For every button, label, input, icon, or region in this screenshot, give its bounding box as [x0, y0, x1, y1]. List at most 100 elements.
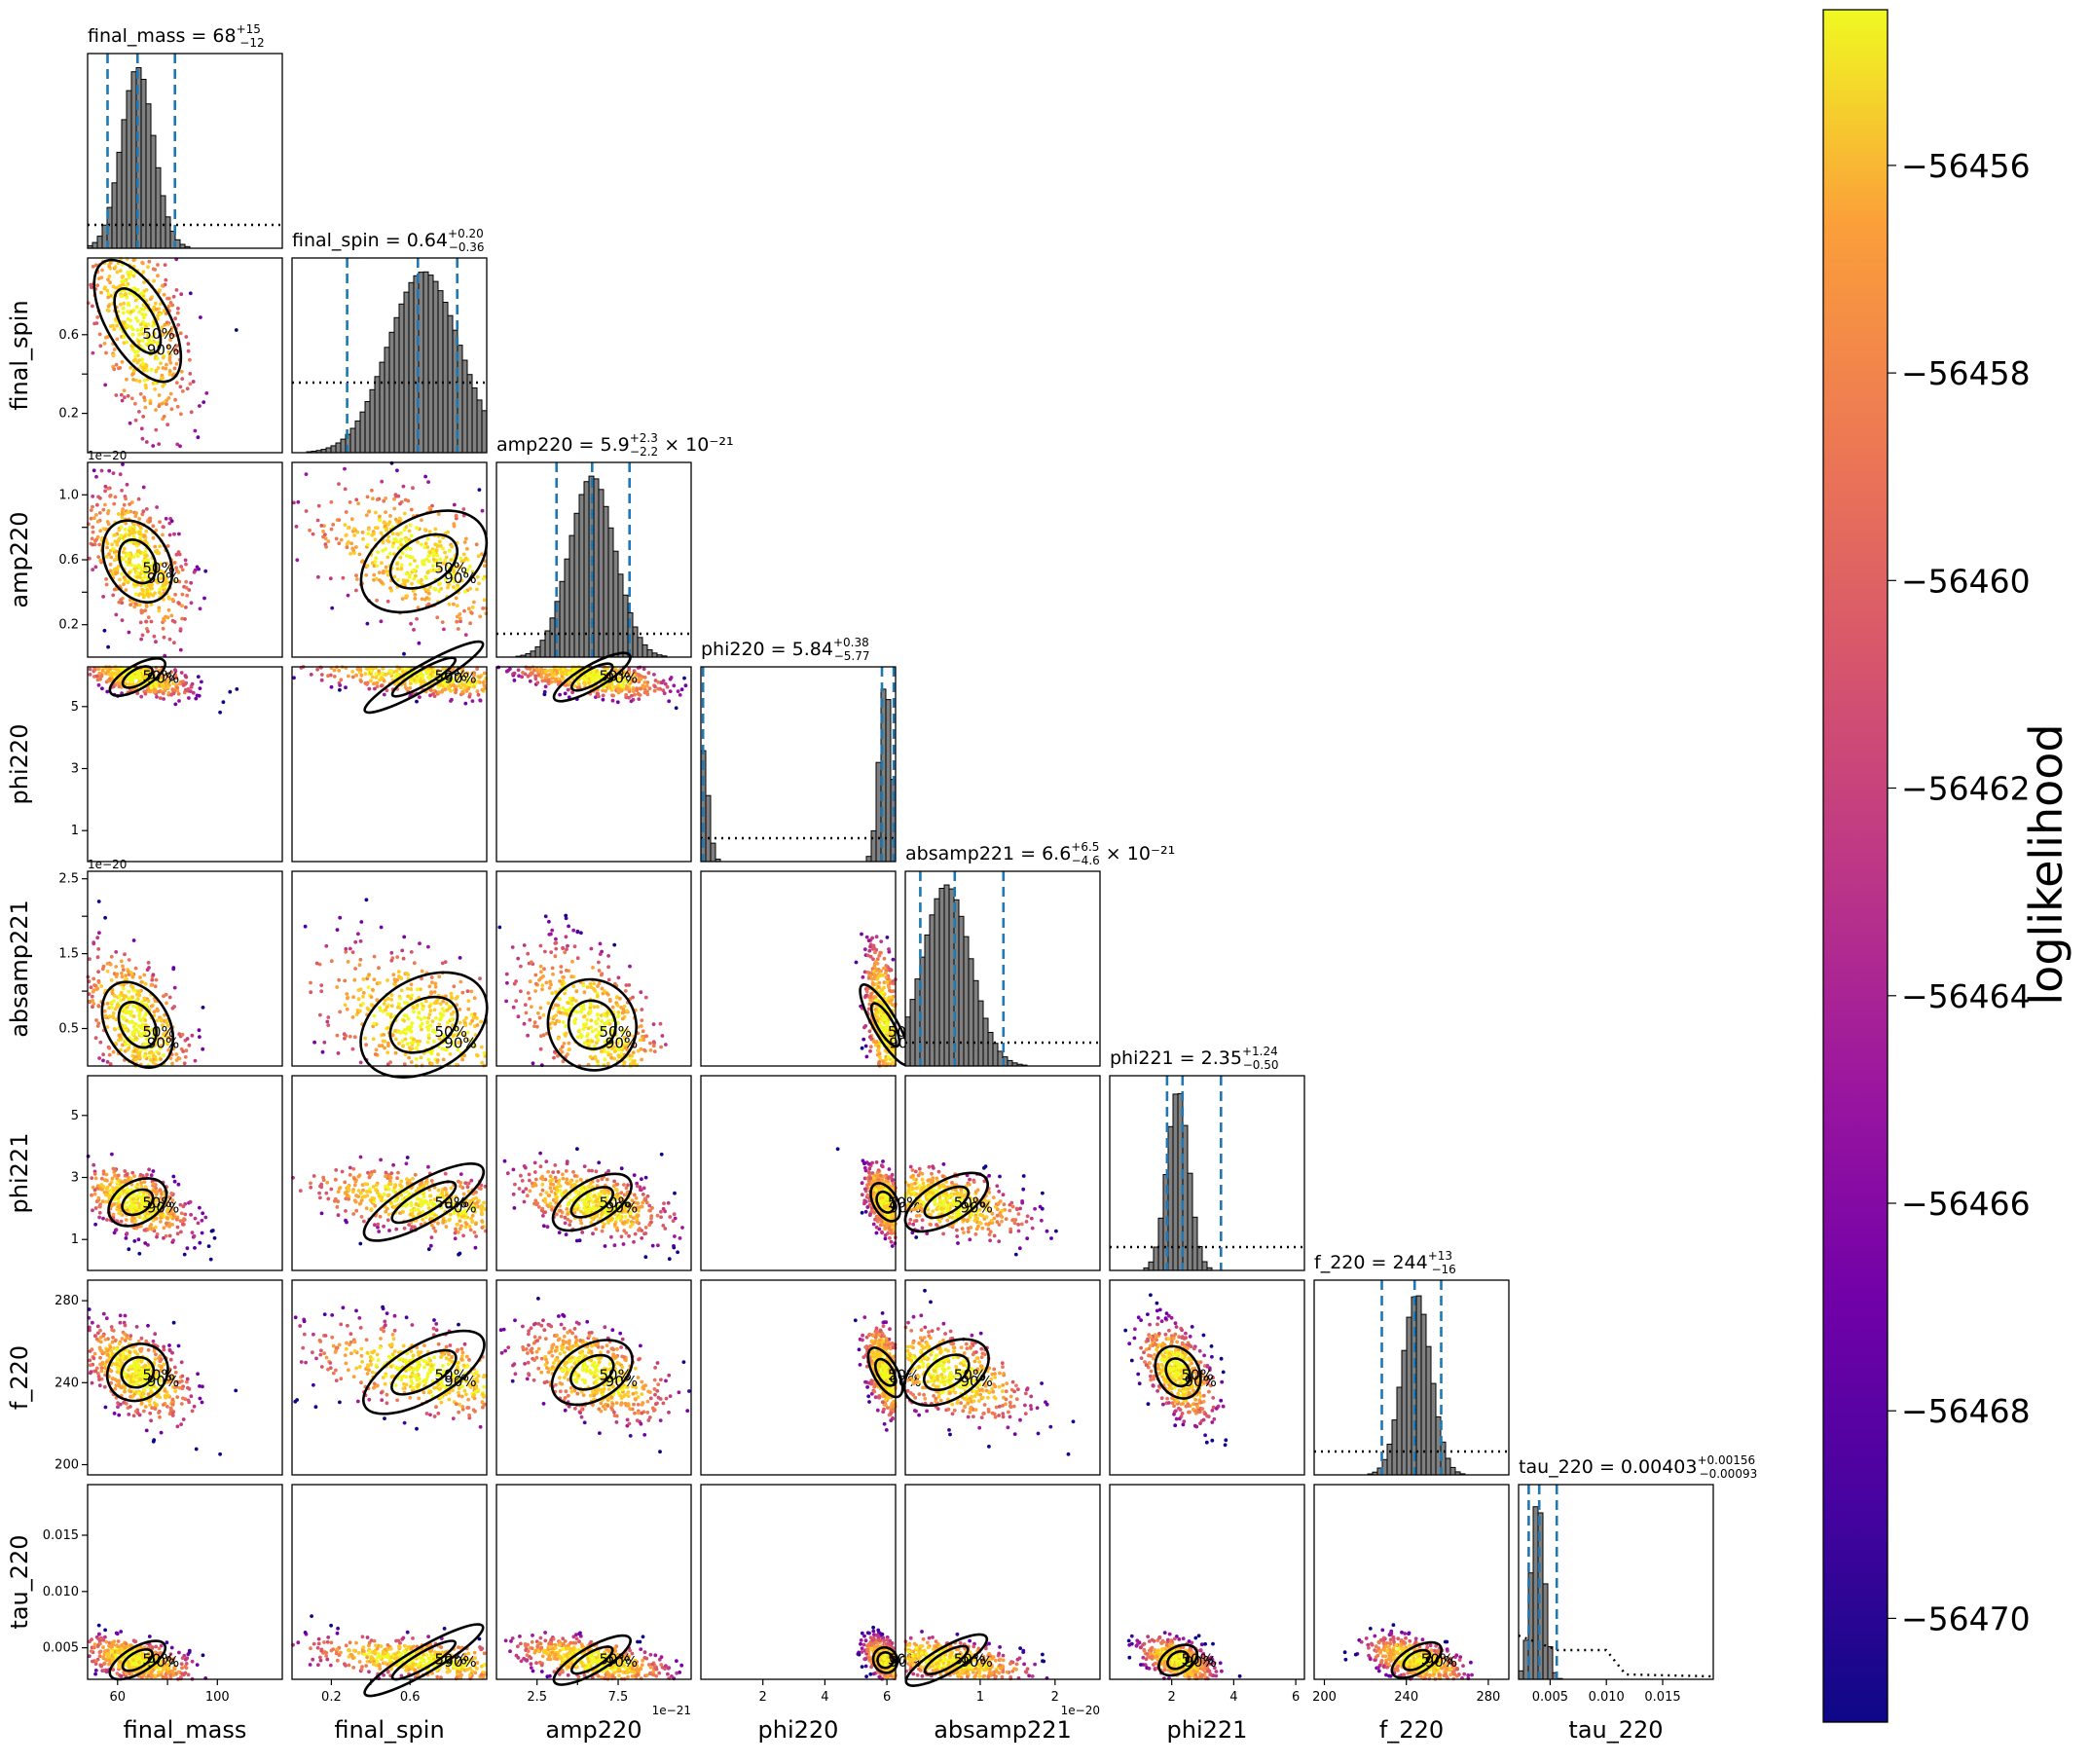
sample-point [91, 350, 95, 355]
sample-point [153, 1054, 158, 1059]
sample-point [203, 569, 208, 573]
sample-point [101, 595, 105, 599]
sample-point [102, 342, 107, 346]
sample-point [123, 395, 127, 400]
sample-point [554, 937, 558, 941]
sample-point [865, 970, 870, 974]
sample-point [402, 935, 407, 939]
sample-point [167, 597, 171, 601]
sample-point [879, 939, 884, 943]
sample-point [436, 1052, 440, 1056]
sample-point [185, 593, 190, 598]
sample-point [124, 588, 128, 592]
hist-bar [403, 291, 410, 454]
sample-point [221, 700, 226, 705]
sample-point [389, 950, 394, 955]
sample-point [481, 680, 486, 684]
sample-point [463, 633, 468, 637]
sample-point [559, 671, 564, 676]
sample-point [552, 1055, 556, 1060]
sample-point [642, 1038, 646, 1043]
y-tick-label: 0.5 [58, 1022, 79, 1037]
sample-point [477, 581, 481, 586]
sample-point [413, 559, 417, 563]
sample-point [389, 1004, 394, 1009]
sample-point [384, 565, 388, 570]
sample-point [132, 605, 137, 609]
sample-point [554, 940, 559, 945]
sample-point [121, 968, 126, 972]
sample-point [174, 344, 179, 348]
sample-point [315, 518, 320, 523]
sample-point [374, 672, 379, 677]
sample-point [126, 271, 129, 275]
sample-point [159, 1018, 164, 1023]
sample-point [134, 378, 138, 383]
sample-point [373, 1052, 378, 1056]
sample-point [137, 410, 141, 414]
sample-point [159, 569, 164, 573]
hist-bar [622, 594, 629, 658]
sample-point [202, 596, 206, 601]
sample-point [146, 562, 150, 566]
sample-point [370, 561, 375, 566]
sample-point [114, 393, 119, 397]
sample-point [93, 565, 98, 570]
sample-point [414, 1047, 419, 1050]
sample-point [146, 594, 151, 599]
sample-point [141, 595, 146, 600]
sample-point [879, 973, 884, 977]
sample-point [409, 1041, 414, 1046]
sample-point [364, 898, 369, 902]
sample-point [531, 1061, 535, 1066]
sample-point [652, 1049, 657, 1053]
contour-label: 90% [605, 670, 638, 687]
sample-point [443, 550, 447, 555]
sample-point [435, 615, 440, 620]
sample-point [95, 315, 100, 319]
hist-bar [340, 438, 347, 454]
sample-point [137, 332, 141, 337]
sample-point [114, 612, 119, 617]
sample-point [540, 987, 544, 992]
sample-point [325, 1019, 330, 1024]
sample-point [119, 302, 123, 307]
sample-point [408, 547, 413, 551]
sample-point [449, 699, 453, 703]
sample-point [443, 960, 448, 964]
sample-point [159, 1057, 164, 1061]
sample-point [335, 1033, 340, 1038]
sample-point [148, 586, 153, 590]
sample-point [91, 530, 95, 534]
sample-point [631, 687, 636, 692]
sample-point [142, 379, 147, 383]
sample-point [519, 989, 523, 994]
sample-point [871, 1040, 876, 1044]
sample-point [561, 975, 566, 979]
sample-point [399, 988, 404, 993]
sample-point [153, 591, 158, 596]
sample-point [400, 948, 405, 953]
sample-point [138, 322, 143, 327]
sample-point [98, 558, 103, 563]
hist-bar [422, 271, 429, 454]
sample-point [92, 988, 96, 993]
sample-point [385, 572, 390, 577]
sample-point [150, 977, 155, 982]
sample-point [136, 349, 140, 353]
sample-point [549, 982, 553, 987]
hist-bar [938, 888, 945, 1067]
sample-point [339, 678, 344, 682]
sample-point [148, 297, 153, 301]
sample-point [360, 559, 365, 563]
sample-point [616, 1013, 621, 1018]
sample-point [121, 557, 126, 561]
y-axis-label-absamp221: absamp221 [6, 900, 33, 1038]
hist-bar [607, 527, 614, 658]
sample-point [588, 1009, 593, 1013]
sample-point [372, 572, 377, 577]
sample-point [158, 544, 163, 549]
sample-point [188, 357, 192, 362]
sample-point [467, 694, 472, 699]
sample-point [379, 531, 384, 535]
